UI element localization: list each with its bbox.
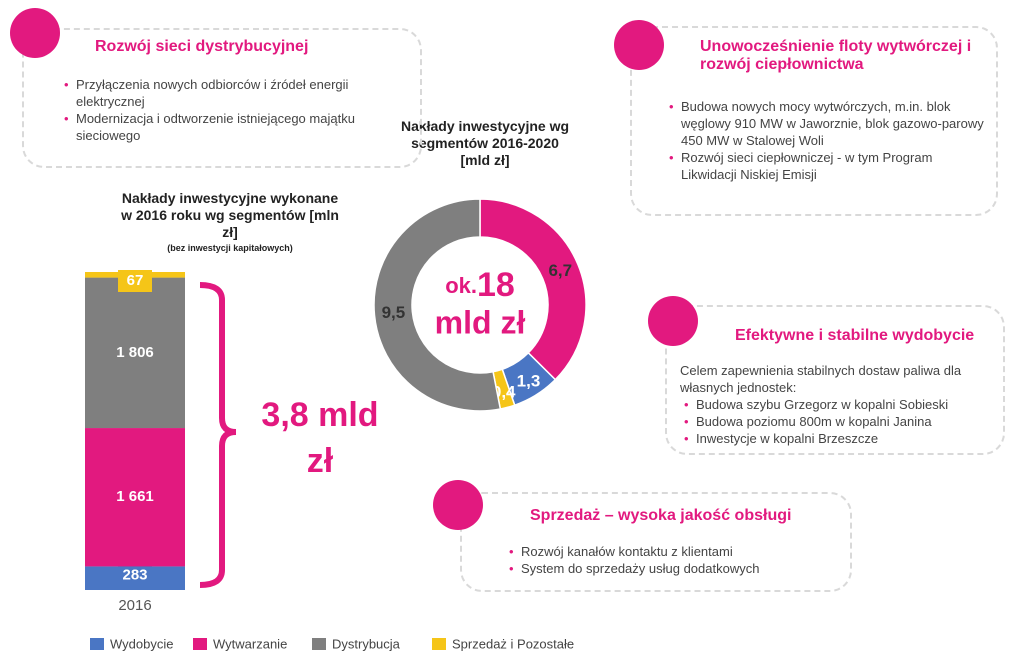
bullet-item: Budowa szybu Grzegorz w kopalni Sobieski (684, 396, 1000, 413)
value-label: 67 (127, 272, 144, 289)
panel-icon (614, 20, 664, 70)
bar-title: Nakłady inwestycyjne wykonane w 2016 rok… (120, 190, 340, 255)
value-label: 6,7 (548, 261, 572, 280)
bullet-item: Przyłączenia nowych odbiorców i źródeł e… (64, 76, 390, 110)
panel-title: Unowocześnienie floty wytwórczej i rozwó… (700, 38, 972, 73)
center-value: 18 (477, 266, 515, 304)
value-label: 1 806 (116, 344, 154, 361)
bullet-item: Budowa poziomu 800m w kopalni Janina (684, 413, 1000, 430)
bullet-item: System do sprzedaży usług dodatkowych (509, 560, 835, 577)
donut-title: Nakłady inwestycyjne wg segmentów 2016-2… (400, 118, 570, 168)
panel-icon (433, 480, 483, 530)
donut-slice (479, 198, 587, 381)
panel-intro: Celem zapewnienia stabilnych dostaw pali… (680, 363, 962, 395)
value-label: 1,3 (517, 372, 541, 391)
bullet-list: Rozwój kanałów kontaktu z klientamiSyste… (505, 543, 835, 577)
x-tick-label: 2016 (118, 597, 151, 614)
legend-swatch (312, 638, 326, 650)
center-prefix: ok. (445, 273, 477, 298)
donut-slice (373, 198, 502, 412)
bracket (199, 282, 237, 588)
value-label-box (118, 270, 152, 292)
legend-label: Wydobycie (110, 636, 173, 651)
panel-title: Rozwój sieci dystrybucyjnej (95, 38, 309, 55)
panel-icon (648, 296, 698, 346)
value-label: 9,5 (382, 303, 406, 322)
legend-swatch (90, 638, 104, 650)
bullet-item: Rozwój sieci ciepłowniczej - w tym Progr… (669, 149, 985, 183)
bullet-item: Inwestycje w kopalni Brzeszcze (684, 430, 1000, 447)
bar-segment (85, 428, 185, 567)
bullet-item: Budowa nowych mocy wytwórczych, m.in. bl… (669, 98, 985, 149)
panel-box (665, 305, 1005, 455)
panel-box (22, 28, 422, 168)
panel-title: Sprzedaż – wysoka jakość obsługi (530, 507, 792, 524)
panel-body: Celem zapewnienia stabilnych dostaw pali… (680, 362, 1000, 447)
bar-segment (85, 277, 185, 429)
value-label-box (118, 564, 152, 587)
panel-body: Przyłączenia nowych odbiorców i źródeł e… (60, 76, 390, 144)
legend-label: Wytwarzanie (213, 636, 287, 651)
panel-title: Efektywne i stabilne wydobycie (735, 327, 975, 344)
bullet-list: Budowa nowych mocy wytwórczych, m.in. bl… (665, 98, 985, 183)
panel-body: Budowa nowych mocy wytwórczych, m.in. bl… (665, 98, 985, 183)
bar-title-text: Nakłady inwestycyjne wykonane w 2016 rok… (121, 190, 339, 240)
bullet-list: Budowa szybu Grzegorz w kopalni Sobieski… (680, 396, 1000, 447)
bar-annotation: 3,8 mld zł (261, 396, 379, 480)
legend-label: Sprzedaż i Pozostałe (452, 636, 574, 651)
legend-swatch (193, 638, 207, 650)
panel-box (460, 492, 852, 592)
bullet-item: Rozwój kanałów kontaktu z klientami (509, 543, 835, 560)
panel-icon (10, 8, 60, 58)
bar-subtitle: (bez inwestycji kapitałowych) (167, 243, 293, 253)
center-unit: mld zł (435, 304, 526, 340)
value-label: 1 661 (116, 488, 154, 505)
value-label: 283 (122, 566, 147, 583)
center-label: ok.18 (445, 266, 515, 304)
bullet-list: Przyłączenia nowych odbiorców i źródeł e… (60, 76, 390, 144)
panel-box (630, 26, 998, 216)
bullet-item: Modernizacja i odtworzenie istniejącego … (64, 110, 390, 144)
panel-body: Rozwój kanałów kontaktu z klientamiSyste… (505, 543, 835, 577)
legend-label: Dystrybucja (332, 636, 401, 651)
legend-swatch (432, 638, 446, 650)
